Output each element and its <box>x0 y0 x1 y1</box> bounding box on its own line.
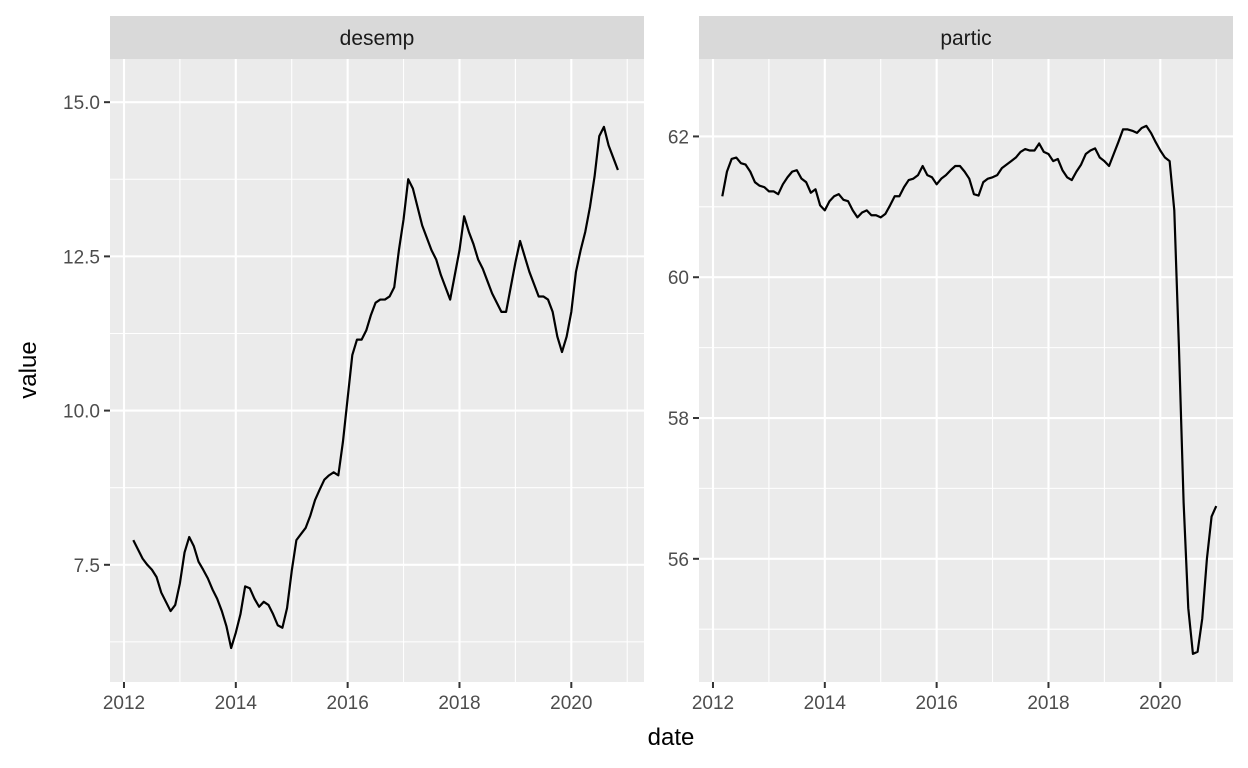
y-tick-label: 56 <box>668 550 689 571</box>
series-line-partic <box>721 124 1218 655</box>
y-tick-label: 62 <box>668 127 689 148</box>
y-tick-label: 60 <box>668 268 689 289</box>
x-tick-label: 2012 <box>692 693 734 714</box>
y-axis-title: value <box>15 341 42 398</box>
gridlines <box>110 59 644 682</box>
axis-ticks <box>693 135 1162 688</box>
x-axis-title: date <box>648 724 695 751</box>
x-tick-label: 2020 <box>1139 693 1181 714</box>
gridlines <box>699 59 1233 682</box>
y-tick-label: 58 <box>668 409 689 430</box>
x-tick-label: 2016 <box>327 693 369 714</box>
x-tick-label: 2012 <box>103 693 145 714</box>
x-tick-label: 2014 <box>804 693 847 714</box>
y-tick-label: 10.0 <box>63 402 100 423</box>
facet-strip <box>110 16 644 59</box>
x-tick-label: 2014 <box>215 693 258 714</box>
tick-labels: 7.5 10.0 12.5 15.0 2012 2014 2016 2018 2020 <box>63 93 592 714</box>
tick-labels: 56 58 60 62 2012 2014 2016 2018 2020 <box>668 127 1182 714</box>
x-tick-label: 2020 <box>550 693 592 714</box>
y-tick-label: 12.5 <box>63 247 100 268</box>
facet-strip-label: partic <box>940 27 991 50</box>
facet-strip-label: desemp <box>340 27 415 50</box>
series-line-desemp <box>132 125 619 650</box>
facet-desemp: desemp 7.5 10.0 12.5 15.0 2012 2014 2016 2018 20… <box>63 16 644 714</box>
facet-strip <box>699 16 1233 59</box>
y-tick-label: 15.0 <box>63 93 100 114</box>
axis-ticks <box>104 101 573 688</box>
facet-partic: partic 56 58 60 62 2012 2014 2016 2018 2020 <box>668 16 1233 714</box>
x-tick-label: 2018 <box>438 693 480 714</box>
y-tick-label: 7.5 <box>74 556 100 577</box>
x-tick-label: 2018 <box>1027 693 1069 714</box>
x-tick-label: 2016 <box>916 693 958 714</box>
plot-panel <box>110 59 644 682</box>
plot-panel <box>699 59 1233 682</box>
